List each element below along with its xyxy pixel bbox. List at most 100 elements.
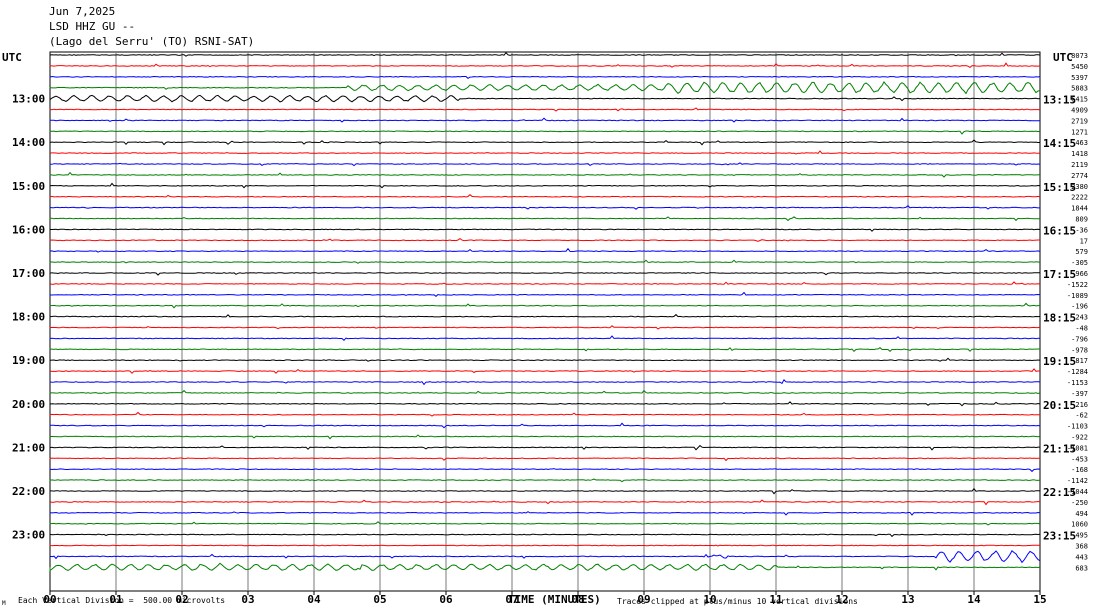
trace-offset-label: 463 <box>1075 139 1088 147</box>
x-tick-label: 01 <box>109 593 123 606</box>
trace-offset-label: -1103 <box>1067 423 1088 431</box>
x-axis-title: TIME (MINUTES) <box>508 593 601 606</box>
trace-offset-label: 5883 <box>1071 85 1088 93</box>
x-tick-label: 00 <box>43 593 56 606</box>
trace-offset-label: -62 <box>1075 412 1088 420</box>
trace-offset-label: -36 <box>1075 226 1088 234</box>
seismic-trace <box>49 162 1041 167</box>
seismic-trace <box>49 357 1041 362</box>
seismic-trace <box>49 533 1041 538</box>
hour-label-left: 18:00 <box>12 311 45 324</box>
utc-axis-label-right: UTC <box>1053 51 1073 64</box>
trace-offset-label: 8073 <box>1071 52 1088 60</box>
trace-offset-label: 1060 <box>1071 521 1088 529</box>
seismic-trace <box>49 434 1041 440</box>
seismic-trace <box>49 468 1041 473</box>
seismic-trace <box>49 511 1041 516</box>
trace-offset-label: -1044 <box>1067 488 1088 496</box>
trace-offset-label: -216 <box>1071 401 1088 409</box>
seismic-trace <box>49 499 1040 506</box>
hour-label-left: 20:00 <box>12 398 45 411</box>
trace-offset-label: 683 <box>1075 564 1088 572</box>
x-tick-label: 06 <box>439 593 453 606</box>
hour-label-right: 17:15 <box>1043 268 1076 281</box>
seismic-trace <box>49 130 1041 135</box>
x-tick-label: 03 <box>241 593 254 606</box>
seismic-trace <box>49 325 1041 330</box>
trace-offset-label: -817 <box>1071 357 1088 365</box>
seismic-trace <box>49 182 1041 189</box>
seismic-trace <box>49 313 1041 318</box>
axis-labels: 00 01 02 03 04 05 06 07 08 09 10 11 12 13 14 15 8073 5450… <box>12 52 1088 606</box>
seismic-trace <box>49 80 1041 95</box>
trace-offset-label: -48 <box>1075 325 1088 333</box>
hour-label-left: 22:00 <box>12 485 45 498</box>
seismic-trace <box>49 368 1040 374</box>
seismic-trace <box>49 62 1041 69</box>
trace-offset-label: 17 <box>1080 237 1088 245</box>
corner-mark: M <box>2 600 6 607</box>
hour-label-left: 13:00 <box>12 93 45 106</box>
seismic-trace <box>49 94 1041 103</box>
seismic-trace <box>49 271 1040 276</box>
trace-offset-label: -196 <box>1071 303 1088 311</box>
seismic-trace <box>49 291 1041 297</box>
record-date: Jun 7,2025 <box>49 5 116 18</box>
trace-offset-label: 2380 <box>1071 183 1088 191</box>
trace-offset-label: -243 <box>1071 314 1088 322</box>
hour-label-left: 19:00 <box>12 354 45 367</box>
seismic-trace <box>49 107 1041 112</box>
trace-offset-label: -1153 <box>1067 379 1088 387</box>
seismic-trace <box>49 335 1041 342</box>
seismic-trace <box>49 117 1040 123</box>
seismic-trace <box>49 171 1041 178</box>
hour-label-right: 13:15 <box>1043 94 1076 107</box>
seismic-trace <box>49 237 1040 242</box>
station-location: (Lago del Serru' (TO) RSNI-SAT) <box>49 35 255 48</box>
trace-offset-label: 5397 <box>1071 74 1088 82</box>
x-tick-label: 13 <box>901 593 914 606</box>
x-tick-label: 15 <box>1033 593 1046 606</box>
seismic-trace <box>49 247 1041 253</box>
seismic-trace <box>49 194 1041 198</box>
trace-offset-label: -305 <box>1071 259 1088 267</box>
seismic-trace <box>49 544 1041 547</box>
trace-offset-label: -453 <box>1071 455 1088 463</box>
hour-label-right: 20:15 <box>1043 399 1076 412</box>
x-tick-label: 09 <box>637 593 650 606</box>
trace-offset-label: -1522 <box>1067 281 1088 289</box>
utc-axis-label-left: UTC <box>2 51 22 64</box>
hour-label-right: 16:15 <box>1043 224 1076 237</box>
x-tick-label: 10 <box>703 593 716 606</box>
hour-label-right: 18:15 <box>1043 312 1076 325</box>
hour-label-left: 23:00 <box>12 529 45 542</box>
seismic-trace <box>49 478 1041 483</box>
trace-offset-label: 1844 <box>1071 205 1088 213</box>
vertical-division-note: Each Vertical Division = 500.00 microvol… <box>18 596 226 605</box>
seismic-trace <box>49 411 1041 417</box>
seismic-trace <box>49 216 1041 222</box>
trace-offset-label: 579 <box>1075 248 1088 256</box>
hour-label-right: 19:15 <box>1043 355 1076 368</box>
hour-label-right: 22:15 <box>1043 486 1076 499</box>
seismic-trace <box>49 302 1040 309</box>
x-tick-label: 02 <box>175 593 188 606</box>
hour-label-right: 15:15 <box>1043 181 1076 194</box>
hour-label-right: 23:15 <box>1043 530 1076 543</box>
trace-offset-label: -397 <box>1071 390 1088 398</box>
hour-label-left: 15:00 <box>12 180 45 193</box>
trace-offset-label: 368 <box>1075 543 1088 551</box>
trace-offset-label: -796 <box>1071 335 1088 343</box>
trace-offset-label: -250 <box>1071 499 1088 507</box>
x-tick-label: 07 <box>505 593 518 606</box>
seismic-trace <box>49 75 1041 80</box>
seismic-traces <box>49 51 1041 572</box>
plot-frame <box>49 51 1041 592</box>
seismic-trace <box>49 422 1041 429</box>
seismic-trace <box>49 205 1040 210</box>
trace-offset-label: 443 <box>1075 553 1088 561</box>
seismic-trace <box>49 346 1040 353</box>
seismic-trace <box>49 487 1041 495</box>
station-code: LSD HHZ GU -- <box>49 20 136 33</box>
hour-label-left: 17:00 <box>12 267 45 280</box>
